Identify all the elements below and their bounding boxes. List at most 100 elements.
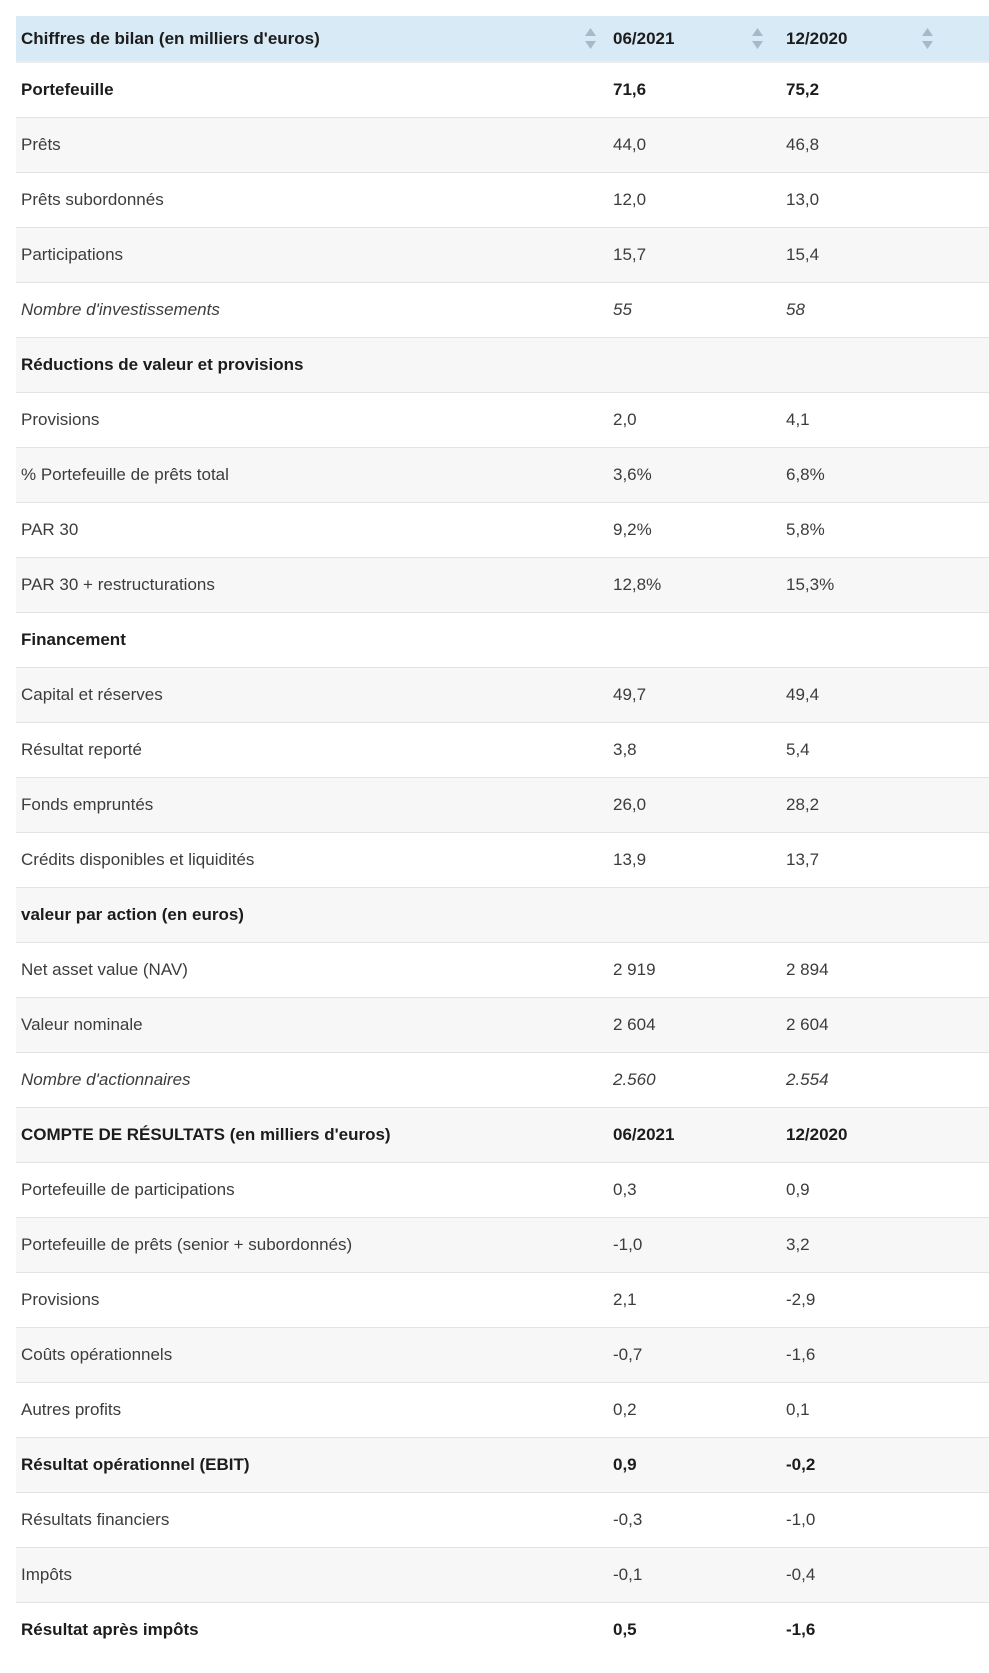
row-value-06-2021: 13,9 (613, 849, 647, 869)
sort-arrows-icon[interactable] (752, 27, 763, 50)
row-label: Nombre d'actionnaires (21, 1069, 191, 1089)
row-label: Prêts (21, 134, 61, 154)
table-row: PAR 30 9,2% 5,8% (16, 501, 989, 557)
row-value-12-2020: 0,9 (786, 1179, 810, 1199)
row-label: Coûts opérationnels (21, 1344, 173, 1364)
row-value-12-2020: 28,2 (786, 794, 820, 814)
row-value-06-2021: 2 604 (613, 1014, 656, 1034)
row-value-06-2021: 3,6% (613, 464, 652, 484)
row-value-12-2020: -0,2 (786, 1454, 816, 1474)
row-value-06-2021: -0,3 (613, 1509, 643, 1529)
column-header-label: 06/2021 (613, 28, 675, 48)
row-value-06-2021: -1,0 (613, 1234, 643, 1254)
row-value-12-2020: 5,8% (786, 519, 825, 539)
row-value-12-2020: 4,1 (786, 409, 810, 429)
row-label: Portefeuille de prêts (senior + subordon… (21, 1234, 353, 1254)
row-value-12-2020: -1,0 (786, 1509, 816, 1529)
column-header-label: 12/2020 (786, 28, 848, 48)
row-label: Participations (21, 244, 124, 264)
sort-arrows-icon[interactable] (922, 27, 933, 50)
row-label: Provisions (21, 1289, 100, 1309)
row-value-06-2021: 71,6 (613, 79, 647, 99)
row-label: Capital et réserves (21, 684, 163, 704)
table-row: Impôts -0,1 -0,4 (16, 1546, 989, 1602)
row-label: Prêts subordonnés (21, 189, 164, 209)
row-label: Résultats financiers (21, 1509, 170, 1529)
table-header-row: Chiffres de bilan (en milliers d'euros) … (16, 16, 989, 63)
row-label: Provisions (21, 409, 100, 429)
row-value-12-2020: 13,0 (786, 189, 820, 209)
table-row: Coûts opérationnels -0,7 -1,6 (16, 1326, 989, 1382)
row-value-06-2021: 12,0 (613, 189, 647, 209)
row-value-12-2020: 58 (786, 299, 805, 319)
row-label: Résultat opérationnel (EBIT) (21, 1454, 250, 1474)
row-value-06-2021: 06/2021 (613, 1124, 675, 1144)
row-value-12-2020: 15,4 (786, 244, 820, 264)
table-row: Résultat reporté 3,8 5,4 (16, 721, 989, 777)
row-label: Réductions de valeur et provisions (21, 354, 304, 374)
row-label: valeur par action (en euros) (21, 904, 244, 924)
table-row: Prêts 44,0 46,8 (16, 116, 989, 172)
row-label: Valeur nominale (21, 1014, 143, 1034)
row-value-06-2021: 2 919 (613, 959, 656, 979)
table-row: Réductions de valeur et provisions (16, 336, 989, 392)
table-row: Portefeuille 71,6 75,2 (16, 61, 989, 117)
row-value-06-2021: 0,9 (613, 1454, 637, 1474)
row-value-12-2020: -2,9 (786, 1289, 816, 1309)
column-header-12-2020[interactable]: 12/2020 (778, 16, 989, 63)
row-value-12-2020: -1,6 (786, 1344, 816, 1364)
row-label: Fonds empruntés (21, 794, 154, 814)
row-value-12-2020: -0,4 (786, 1564, 816, 1584)
table-row: Net asset value (NAV) 2 919 2 894 (16, 941, 989, 997)
row-value-12-2020: 49,4 (786, 684, 820, 704)
row-label: Nombre d'investissements (21, 299, 220, 319)
column-header-06-2021[interactable]: 06/2021 (605, 16, 778, 63)
column-header-chiffres-de-bilan[interactable]: Chiffres de bilan (en milliers d'euros) (16, 16, 605, 63)
balance-sheet-table: Chiffres de bilan (en milliers d'euros) … (16, 16, 989, 1657)
row-value-12-2020: 2 894 (786, 959, 829, 979)
row-value-06-2021: 44,0 (613, 134, 647, 154)
row-label: Impôts (21, 1564, 73, 1584)
row-value-06-2021: 55 (613, 299, 632, 319)
table-row: Financement (16, 611, 989, 667)
row-value-06-2021: 49,7 (613, 684, 647, 704)
table-row: Portefeuille de participations 0,3 0,9 (16, 1161, 989, 1217)
row-value-06-2021: 12,8% (613, 574, 662, 594)
row-value-12-2020: 6,8% (786, 464, 825, 484)
row-value-06-2021: 2.560 (613, 1069, 656, 1089)
row-label: COMPTE DE RÉSULTATS (en milliers d'euros… (21, 1124, 391, 1144)
row-value-12-2020: 2.554 (786, 1069, 829, 1089)
row-label: Crédits disponibles et liquidités (21, 849, 255, 869)
row-value-06-2021: 0,5 (613, 1619, 637, 1639)
row-value-12-2020: 15,3% (786, 574, 835, 594)
row-label: Autres profits (21, 1399, 122, 1419)
row-value-12-2020: 46,8 (786, 134, 820, 154)
row-value-12-2020: -1,6 (786, 1619, 816, 1639)
table-row: Résultats financiers -0,3 -1,0 (16, 1491, 989, 1547)
table-row: Fonds empruntés 26,0 28,2 (16, 776, 989, 832)
table-row: Portefeuille de prêts (senior + subordon… (16, 1216, 989, 1272)
table-row: Participations 15,7 15,4 (16, 226, 989, 282)
row-label: PAR 30 (21, 519, 79, 539)
row-label: % Portefeuille de prêts total (21, 464, 229, 484)
row-value-12-2020: 0,1 (786, 1399, 810, 1419)
row-value-06-2021: -0,1 (613, 1564, 643, 1584)
table-row: Nombre d'investissements 55 58 (16, 281, 989, 337)
sort-arrows-icon[interactable] (585, 27, 596, 50)
table-row: Provisions 2,1 -2,9 (16, 1271, 989, 1327)
row-value-06-2021: 15,7 (613, 244, 647, 264)
table-row: COMPTE DE RÉSULTATS (en milliers d'euros… (16, 1106, 989, 1162)
table-row: Résultat opérationnel (EBIT) 0,9 -0,2 (16, 1436, 989, 1492)
row-label: PAR 30 + restructurations (21, 574, 215, 594)
row-value-06-2021: 3,8 (613, 739, 637, 759)
row-label: Net asset value (NAV) (21, 959, 188, 979)
table-row: Valeur nominale 2 604 2 604 (16, 996, 989, 1052)
table-row: Crédits disponibles et liquidités 13,9 1… (16, 831, 989, 887)
row-value-12-2020: 75,2 (786, 79, 820, 99)
row-value-06-2021: 26,0 (613, 794, 647, 814)
table-row: Résultat après impôts 0,5 -1,6 (16, 1601, 989, 1657)
row-value-06-2021: 0,3 (613, 1179, 637, 1199)
row-label: Portefeuille (21, 79, 114, 99)
row-label: Financement (21, 629, 126, 649)
row-value-12-2020: 3,2 (786, 1234, 810, 1254)
